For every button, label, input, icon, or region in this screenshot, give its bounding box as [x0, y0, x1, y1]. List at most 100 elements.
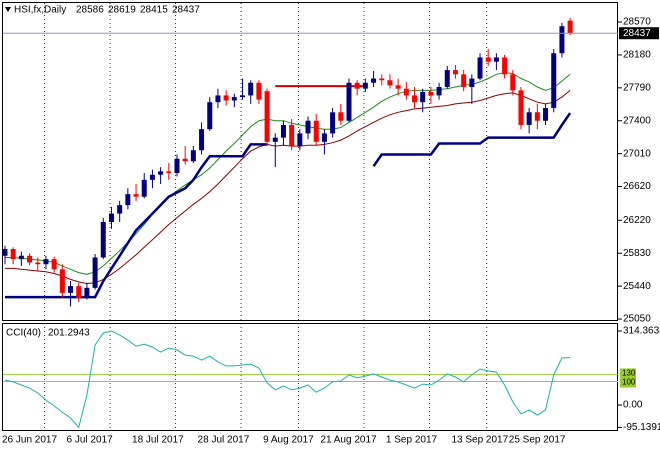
x-tick-label: 21 Aug 2017 — [320, 435, 377, 446]
cci-level-box — [620, 377, 636, 388]
candle-body — [461, 74, 467, 87]
candle-body — [567, 20, 573, 34]
y-tick-label: 27790 — [623, 82, 651, 93]
ohlc-open: 28586 — [76, 5, 104, 16]
candle-body — [27, 255, 33, 263]
x-tick-label: 1 Sep 2017 — [386, 435, 438, 446]
candle-body — [280, 124, 286, 138]
candle-body — [321, 133, 327, 142]
candle-body — [543, 108, 549, 121]
candle-body — [149, 174, 155, 180]
indicator-line — [5, 112, 572, 299]
y-tick-label: 28570 — [623, 17, 651, 28]
candle-body — [223, 95, 229, 101]
menu-arrow — [5, 7, 11, 12]
x-tick-label: 26 Jun 2017 — [2, 435, 57, 446]
candle-body — [190, 150, 196, 162]
candle-body — [395, 85, 401, 89]
candle-body — [289, 124, 295, 147]
x-tick-label: 9 Aug 2017 — [263, 435, 314, 446]
cci-level-label: 130 — [622, 369, 636, 378]
candle-body — [346, 82, 352, 121]
x-tick-label: 18 Jul 2017 — [132, 435, 184, 446]
candle-body — [133, 194, 139, 197]
candle-body — [477, 57, 483, 79]
candle-body — [330, 112, 336, 134]
candle-body — [469, 78, 475, 87]
candle-body — [526, 112, 532, 125]
candle-body — [559, 26, 565, 54]
y-tick-label: 0.00 — [623, 400, 643, 411]
y-tick-label: 26220 — [623, 215, 651, 226]
cci-level-label: 100 — [622, 378, 636, 387]
candle-body — [428, 92, 434, 96]
candle-body — [313, 120, 319, 142]
candle-body — [248, 82, 254, 96]
cci-title: CCI(40) — [6, 328, 41, 339]
candle-body — [2, 249, 8, 256]
main-panel-frame — [2, 2, 618, 321]
y-tick-label: -95.1391 — [623, 422, 660, 433]
candle-body — [108, 213, 114, 223]
y-tick-label: 314.3633 — [623, 326, 660, 337]
candle-body — [518, 90, 524, 125]
y-tick-label: 25440 — [623, 281, 651, 292]
candle-body — [35, 262, 41, 265]
cci-panel-frame — [2, 323, 618, 431]
candle-body — [502, 57, 508, 75]
candle-body — [68, 286, 74, 293]
candle-body — [199, 129, 205, 151]
candle-body — [403, 88, 409, 96]
x-tick-label: 28 Jul 2017 — [198, 435, 250, 446]
candle-body — [166, 171, 172, 174]
candle-body — [215, 95, 221, 103]
cci-current-value: 201.2943 — [48, 328, 90, 339]
candle-body — [412, 95, 417, 103]
candle-body — [100, 222, 106, 258]
candle-body — [84, 287, 90, 298]
cci-level-box — [620, 368, 636, 379]
chart-title: HSI,fx,Daily — [14, 5, 66, 16]
candle-body — [305, 120, 311, 134]
candle-body — [420, 92, 426, 103]
candle-body — [264, 91, 270, 142]
candle-body — [444, 70, 450, 87]
x-tick-label: 13 Sep 2017 — [451, 435, 508, 446]
candle-body — [43, 259, 49, 265]
bid-label-box — [619, 27, 659, 40]
y-tick-label: 27400 — [623, 115, 651, 126]
candle-body — [485, 57, 491, 62]
candle-body — [362, 82, 368, 89]
candle-body — [436, 86, 442, 96]
ohlc-high: 28619 — [108, 5, 136, 16]
candle-body — [92, 257, 98, 288]
bid-label: 28437 — [623, 28, 651, 39]
y-tick-label: 27010 — [623, 148, 651, 159]
candle-body — [272, 137, 278, 142]
candle-body — [551, 53, 557, 109]
candle-body — [297, 133, 303, 147]
y-tick-label: 25050 — [623, 314, 651, 325]
candle-body — [174, 158, 180, 174]
candle-body — [76, 286, 82, 298]
candle-body — [231, 97, 237, 101]
candle-body — [117, 205, 123, 214]
candle-body — [510, 74, 516, 91]
candle-body — [240, 95, 246, 98]
candle-body — [182, 158, 188, 162]
candle-body — [158, 171, 164, 175]
candle-body — [51, 259, 57, 270]
ohlc-low: 28415 — [140, 5, 168, 16]
candle-body — [534, 112, 540, 121]
indicator-line — [5, 72, 571, 275]
candle-body — [387, 80, 393, 86]
candle-body — [10, 249, 16, 260]
candle-body — [256, 82, 262, 100]
candle-body — [59, 269, 65, 293]
candle-body — [452, 70, 458, 75]
y-tick-label: 28180 — [623, 50, 651, 61]
y-tick-label: 26620 — [623, 181, 651, 192]
candle-body — [18, 255, 24, 260]
